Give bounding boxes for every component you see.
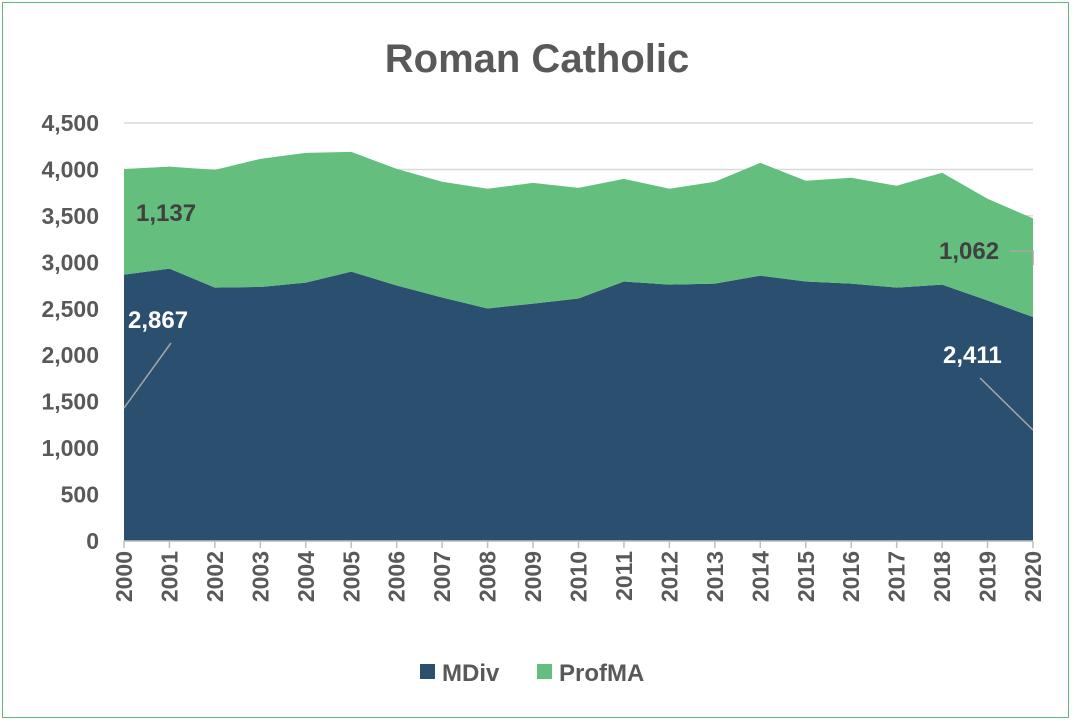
x-tick-label: 2000 [111, 551, 137, 602]
x-tick-label: 2001 [156, 551, 182, 602]
legend-label: ProfMA [559, 660, 644, 687]
y-tick-label: 1,500 [41, 389, 99, 415]
y-tick-label: 4,500 [41, 110, 99, 136]
x-tick-label: 2012 [656, 551, 682, 602]
y-tick-label: 500 [61, 482, 99, 508]
x-tick-label: 2008 [475, 551, 501, 602]
x-tick-label: 2004 [293, 551, 319, 602]
data-label: 2,867 [128, 307, 188, 334]
data-label: 1,137 [136, 200, 196, 227]
area-profma [124, 151, 1033, 318]
x-tick-label: 2015 [793, 551, 819, 602]
y-tick-label: 0 [86, 528, 99, 554]
x-tick-label: 2010 [566, 551, 592, 602]
x-tick-label: 2011 [611, 551, 637, 601]
y-tick-label: 2,000 [41, 342, 99, 368]
legend-swatch [537, 664, 552, 679]
x-tick-label: 2007 [429, 551, 455, 602]
x-tick-label: 2017 [884, 551, 910, 602]
area-mdiv [124, 268, 1033, 541]
x-tick-label: 2018 [929, 551, 955, 602]
y-tick-label: 3,500 [41, 203, 99, 229]
y-tick-label: 2,500 [41, 296, 99, 322]
x-tick-label: 2005 [338, 551, 364, 602]
x-tick-label: 2016 [838, 551, 864, 602]
y-tick-label: 3,000 [41, 249, 99, 275]
legend-label: MDiv [442, 660, 500, 687]
x-tick-label: 2002 [202, 551, 228, 602]
x-tick-label: 2006 [384, 551, 410, 602]
x-tick-label: 2009 [520, 551, 546, 602]
data-label: 1,062 [939, 238, 999, 265]
leader-line [123, 342, 172, 409]
leader-line [1010, 250, 1034, 265]
x-tick-label: 2014 [747, 551, 773, 602]
y-tick-label: 1,000 [41, 435, 99, 461]
chart-title: Roman Catholic [385, 37, 689, 81]
x-tick-label: 2019 [975, 551, 1001, 602]
legend-swatch [420, 664, 435, 679]
x-tick-label: 2020 [1020, 551, 1046, 602]
y-tick-label: 4,000 [41, 156, 99, 182]
leader-line [979, 377, 1034, 431]
data-label: 2,411 [943, 342, 1002, 369]
x-tick-label: 2013 [702, 551, 728, 602]
x-tick-label: 2003 [247, 551, 273, 602]
